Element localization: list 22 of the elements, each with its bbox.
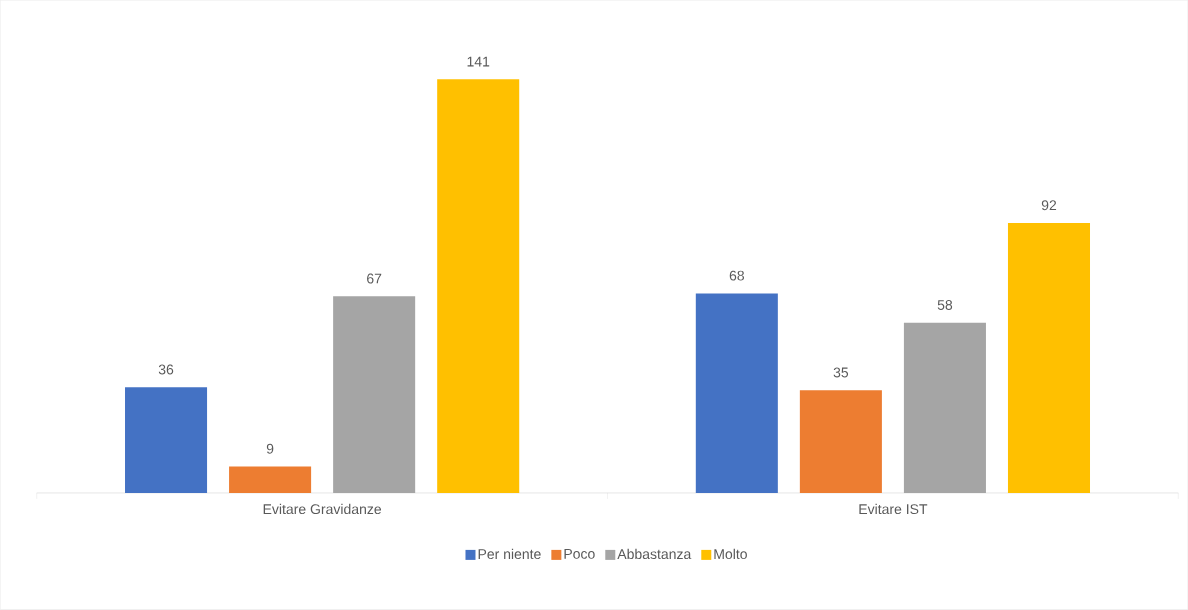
bar <box>1007 223 1091 494</box>
legend-label: Abbastanza <box>617 548 692 560</box>
data-label: 9 <box>266 443 274 454</box>
data-label: 67 <box>367 273 382 284</box>
bar <box>333 296 416 494</box>
bar <box>903 322 986 494</box>
bar <box>125 387 208 494</box>
data-label: 35 <box>833 367 849 378</box>
bar <box>799 390 882 494</box>
bar <box>229 466 312 494</box>
data-label: 141 <box>467 56 490 67</box>
data-label: 58 <box>937 300 953 311</box>
bar <box>695 293 778 494</box>
x-tick-label: Evitare IST <box>859 503 928 515</box>
bar <box>437 79 520 494</box>
x-tick-label: Evitare Gravidanze <box>263 503 382 515</box>
legend-label: Molto <box>714 548 747 560</box>
data-label: 36 <box>158 364 174 375</box>
data-label: 92 <box>1041 200 1057 211</box>
legend-label: Per niente <box>478 548 541 560</box>
data-label: 68 <box>729 270 745 281</box>
legend-label: Poco <box>564 549 595 559</box>
